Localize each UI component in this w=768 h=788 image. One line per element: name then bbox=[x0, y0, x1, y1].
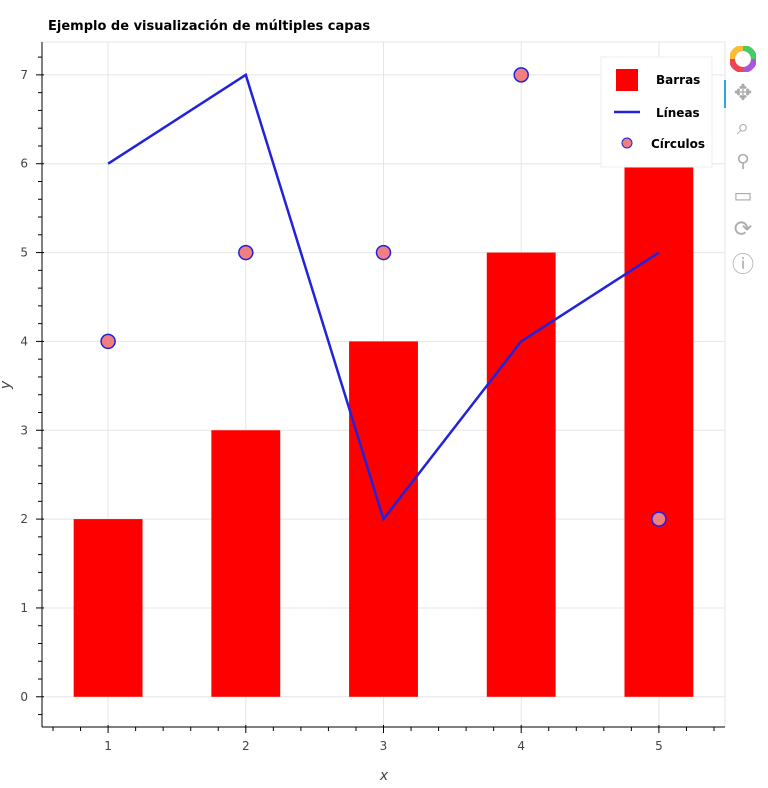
y-tick-label: 1 bbox=[20, 601, 28, 615]
toolbar: ✥ ⌕ ⚲ ▭ ⟳ ⓘ bbox=[724, 40, 762, 282]
legend-swatch-bars bbox=[616, 69, 638, 91]
scatter-point bbox=[651, 511, 667, 527]
bar bbox=[624, 163, 694, 697]
y-tick-label: 3 bbox=[20, 423, 28, 437]
y-tick-label: 7 bbox=[20, 68, 28, 82]
y-axis-label: y bbox=[0, 380, 14, 390]
y-tick-label: 5 bbox=[20, 246, 28, 260]
bar bbox=[211, 430, 281, 697]
scatter-point bbox=[238, 244, 254, 261]
x-tick-label: 1 bbox=[104, 739, 112, 753]
line-path bbox=[107, 72, 660, 522]
reset-icon[interactable]: ⟳ bbox=[733, 216, 753, 242]
y-tick-label: 6 bbox=[20, 157, 28, 171]
y-tick-label: 2 bbox=[20, 512, 28, 526]
chart-title: Ejemplo de visualización de múltiples ca… bbox=[48, 19, 370, 34]
x-tick-label: 2 bbox=[242, 739, 250, 753]
y-tick-label: 4 bbox=[20, 334, 28, 348]
x-tick-label: 4 bbox=[517, 739, 525, 753]
x-tick-label: 5 bbox=[655, 739, 663, 753]
pan-icon[interactable]: ✥ bbox=[724, 78, 758, 108]
circles-series bbox=[100, 67, 667, 527]
wheel-zoom-icon[interactable]: ⚲ bbox=[736, 150, 750, 172]
scatter-point bbox=[513, 67, 529, 83]
x-tick-label: 3 bbox=[380, 739, 388, 753]
legend: Barras Líneas Círculos bbox=[600, 56, 713, 168]
axes: 1 2 3 4 5 0 1 2 3 4 5 6 7 bbox=[20, 42, 725, 753]
scatter-point bbox=[375, 244, 392, 261]
y-tick-label: 0 bbox=[20, 690, 28, 704]
active-tool-indicator bbox=[724, 80, 726, 108]
bar bbox=[73, 519, 143, 697]
legend-label-circles: Círculos bbox=[651, 137, 705, 151]
scatter-point bbox=[100, 333, 116, 350]
bokeh-logo-icon[interactable] bbox=[728, 44, 758, 74]
legend-label-line: Líneas bbox=[656, 106, 700, 120]
legend-label-bars: Barras bbox=[656, 73, 700, 87]
help-icon[interactable]: ⓘ bbox=[731, 253, 754, 278]
line-series bbox=[107, 72, 660, 522]
legend-swatch-circles bbox=[621, 137, 633, 149]
x-axis-label: x bbox=[379, 768, 389, 784]
bar bbox=[486, 252, 556, 697]
save-icon[interactable]: ▭ bbox=[733, 183, 753, 207]
box-zoom-icon[interactable]: ⌕ bbox=[736, 114, 750, 140]
